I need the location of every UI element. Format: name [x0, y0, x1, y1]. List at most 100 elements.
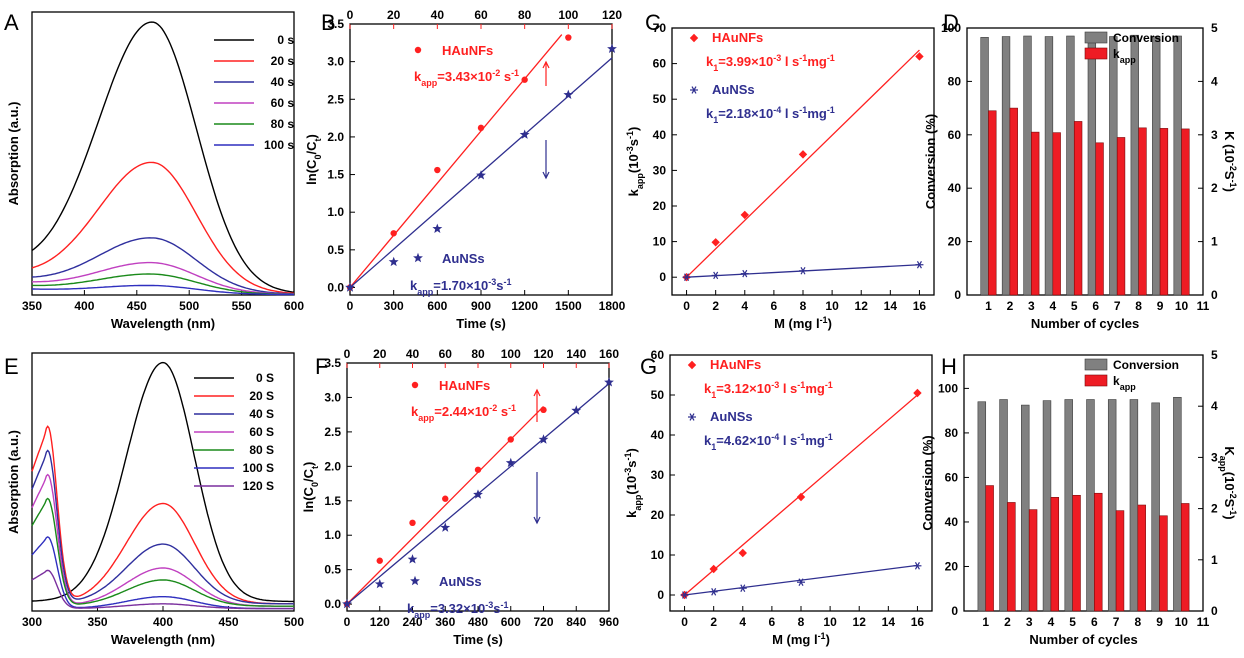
- y-tick-label: 20: [651, 508, 665, 522]
- y-tick-label: 60: [945, 470, 959, 484]
- legend-label-40-s: 40 S: [249, 407, 274, 421]
- y-axis-title: kapp(10-3s-1): [623, 448, 643, 518]
- legend-label-20-s: 20 S: [249, 389, 274, 403]
- x-tick-label: 350: [22, 299, 42, 313]
- data-point: [738, 548, 747, 558]
- legend-label-60-s: 60 s: [271, 96, 295, 110]
- legend-label-kapp: kapp: [1113, 374, 1136, 392]
- series-line-60-s: [32, 261, 295, 295]
- x2-tick-label: 120: [533, 347, 553, 361]
- y-tick-label: 0: [954, 288, 961, 302]
- bar-conversion: [1109, 36, 1118, 296]
- y-tick-label: 2.0: [324, 459, 341, 473]
- bar-kapp: [1138, 127, 1147, 296]
- legend-label-auNSs: AuNSs: [710, 409, 753, 424]
- x-tick-label: 16: [913, 299, 927, 313]
- x2-tick-label: 80: [471, 347, 485, 361]
- y-tick-label: 40: [651, 428, 665, 442]
- y-axis-title: Absorption (a.u.): [6, 102, 21, 206]
- y-tick-label: 3.5: [324, 356, 341, 370]
- x-tick-label: 4: [739, 615, 746, 629]
- x-tick-label: 10: [823, 615, 837, 629]
- x2-tick-label: 0: [347, 8, 354, 22]
- y-axis-title: Conversion (%): [920, 435, 935, 530]
- panel-letter-d: D: [943, 10, 959, 35]
- x-tick-label: 14: [884, 299, 898, 313]
- bar-kapp: [1007, 502, 1016, 612]
- rate-annotation-auNSs: kapp=1.70×10-3s-1: [410, 277, 511, 297]
- x-tick-label: 350: [87, 615, 107, 629]
- x-tick-label: 8: [798, 615, 805, 629]
- x-tick-label: 4: [1048, 615, 1055, 629]
- x-tick-label: 4: [741, 299, 748, 313]
- bar-conversion: [1023, 35, 1032, 296]
- bar-conversion: [1173, 35, 1182, 296]
- x-axis-title: M (mg l-1): [774, 315, 832, 331]
- bar-kapp: [1072, 494, 1081, 612]
- plot-frame: [963, 354, 1204, 612]
- legend-label-20-s: 20 s: [271, 54, 295, 68]
- x-tick-label: 2: [1004, 615, 1011, 629]
- x-tick-label: 9: [1157, 299, 1164, 313]
- y-tick-label: 10: [653, 235, 667, 249]
- x-tick-label: 120: [370, 615, 390, 629]
- chart-panel-f: 0 120 240 360 480 600 720 840 960 0 20 40 60 80 100 120…: [301, 347, 619, 647]
- x2-tick-label: 60: [439, 347, 453, 361]
- x-tick-label: 0: [683, 299, 690, 313]
- y-tick-label: 10: [651, 548, 665, 562]
- data-point: [410, 575, 420, 586]
- legend-label-0-s: 0 S: [256, 371, 274, 385]
- series-line-20-s: [31, 425, 294, 605]
- data-point: [738, 584, 747, 592]
- legend-label-kapp: kapp: [1113, 47, 1136, 65]
- plot-frame: [31, 11, 295, 296]
- x-tick-label: 8: [800, 299, 807, 313]
- bar-kapp: [1073, 121, 1083, 296]
- y-tick-label: 60: [651, 348, 665, 362]
- series-line-20-s: [31, 161, 295, 294]
- x-tick-label: 450: [218, 615, 238, 629]
- legend-label-80-s: 80 S: [249, 443, 274, 457]
- series-line-40-s: [31, 237, 295, 295]
- panel-letter-a: A: [4, 10, 19, 35]
- x-tick-label: 11: [1197, 299, 1210, 313]
- data-point: [474, 466, 482, 473]
- data-point: [390, 230, 397, 237]
- x-tick-label: 480: [468, 615, 488, 629]
- data-point: [740, 269, 749, 278]
- data-point: [915, 260, 924, 269]
- bar-conversion: [999, 399, 1008, 612]
- data-point: [913, 562, 922, 570]
- data-point: [607, 43, 617, 53]
- bar-conversion: [1001, 36, 1011, 296]
- y-tick-label: 3.0: [327, 55, 344, 69]
- y-axis-title: ln(C0/Ct): [301, 462, 320, 513]
- series-line-40-s: [31, 449, 294, 605]
- legend-label-auNSs: AuNSs: [442, 251, 485, 266]
- series-line-60-s: [31, 473, 294, 607]
- bar-conversion: [1044, 36, 1054, 296]
- x-tick-label: 14: [882, 615, 896, 629]
- y-tick-label: 1.5: [324, 494, 341, 508]
- x-axis-title: Number of cycles: [1031, 316, 1139, 331]
- y-tick-label: 40: [948, 181, 962, 195]
- y2-tick-label: 3: [1211, 450, 1218, 464]
- y-axis-title: ln(C0/Ct): [304, 134, 323, 185]
- legend-label-0-s: 0 s: [277, 33, 294, 47]
- x2-tick-label: 160: [599, 347, 619, 361]
- bar-kapp: [1031, 131, 1040, 296]
- bar-conversion: [1173, 396, 1182, 612]
- legend-swatch-conversion: [1084, 358, 1108, 371]
- data-point: [711, 271, 720, 280]
- x-axis-title: M (mg l-1): [772, 631, 830, 647]
- y-tick-label: 0.0: [327, 280, 344, 294]
- y-tick-label: 100: [941, 21, 961, 35]
- x2-tick-label: 140: [566, 347, 586, 361]
- x-tick-label: 400: [74, 299, 94, 313]
- legend-swatch-kapp: [1084, 374, 1108, 387]
- y2-tick-label: 5: [1211, 348, 1218, 362]
- bar-kapp: [1159, 515, 1168, 612]
- rate-annotation-hauNFs: k1=3.12×10-3 l s-1mg-1: [704, 380, 833, 400]
